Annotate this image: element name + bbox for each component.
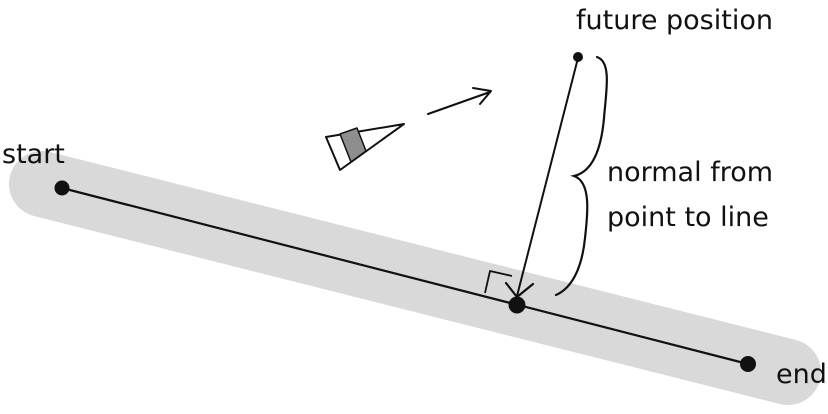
end-point — [740, 356, 756, 372]
start-label: start — [2, 139, 65, 170]
path-line — [60, 186, 750, 366]
normal-point — [508, 296, 526, 314]
future-position-label: future position — [576, 5, 773, 36]
vehicle-icon — [325, 123, 405, 171]
normal-line — [516, 57, 579, 297]
future-position-point — [573, 52, 583, 62]
brace-icon — [554, 55, 608, 297]
end-label: end — [776, 359, 827, 390]
normal-label-line1: normal from — [607, 157, 773, 188]
start-point — [54, 180, 70, 196]
normal-label-line2: point to line — [607, 202, 769, 233]
right-angle-marker-icon — [484, 270, 513, 294]
arrow-icon — [427, 87, 492, 115]
